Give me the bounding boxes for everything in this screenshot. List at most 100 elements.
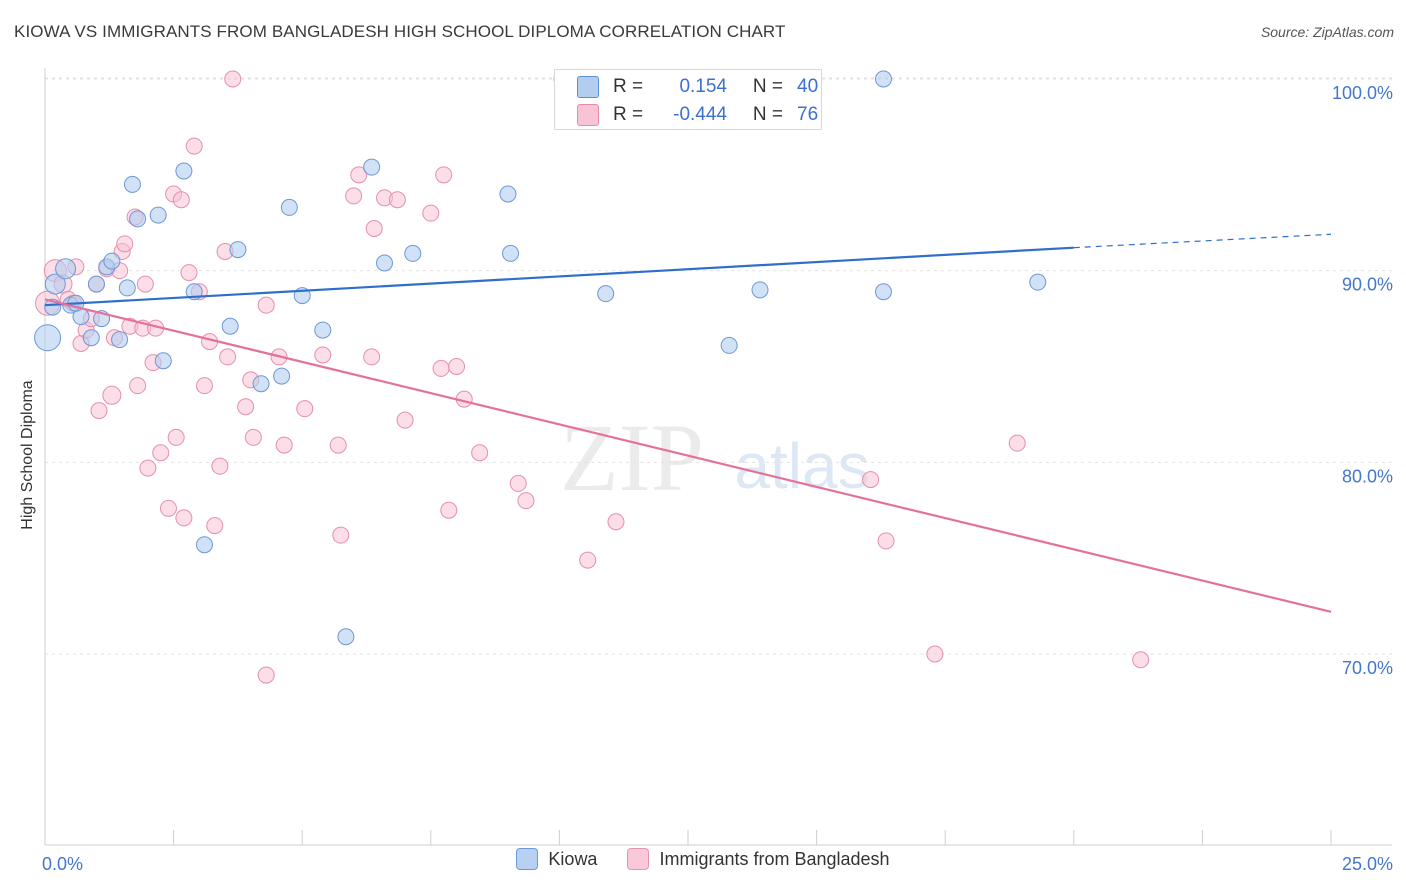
legend: Kiowa Immigrants from Bangladesh — [0, 848, 1406, 870]
tick-labels: 70.0% 80.0% 90.0% 100.0% 0.0% 25.0% — [42, 83, 1393, 874]
point-bangladesh — [440, 501, 458, 519]
stat-n-label: N = — [752, 104, 783, 125]
point-kiowa — [376, 254, 394, 272]
point-bangladesh — [102, 385, 122, 405]
point-kiowa — [129, 210, 147, 228]
point-bangladesh — [471, 444, 489, 462]
correlation-stats-box: R = 0.154 N = 40 R = -0.444 N = 76 — [554, 69, 822, 130]
point-kiowa — [404, 244, 422, 262]
trend-line-kiowa-extension — [1073, 233, 1332, 249]
point-kiowa — [195, 536, 213, 554]
x-tick-label: 0.0% — [42, 854, 83, 874]
watermark-atlas: atlas — [734, 430, 869, 502]
point-kiowa — [44, 273, 66, 295]
point-bangladesh — [877, 532, 895, 550]
point-kiowa — [273, 367, 291, 385]
legend-item-kiowa[interactable]: Kiowa — [516, 848, 597, 870]
legend-swatch-bangladesh — [627, 848, 650, 870]
point-kiowa — [149, 206, 167, 224]
point-bangladesh — [136, 275, 154, 293]
point-bangladesh — [244, 428, 262, 446]
point-bangladesh — [139, 459, 157, 477]
point-kiowa — [720, 336, 738, 354]
point-bangladesh — [579, 551, 597, 569]
point-bangladesh — [175, 509, 193, 527]
point-kiowa — [751, 281, 769, 299]
trend-lines — [44, 233, 1332, 613]
point-bangladesh — [388, 191, 406, 209]
legend-label-bangladesh: Immigrants from Bangladesh — [659, 848, 890, 869]
point-bangladesh — [185, 137, 203, 155]
point-bangladesh — [211, 457, 229, 475]
stat-r-value: 0.154 — [679, 76, 727, 97]
point-bangladesh — [275, 436, 293, 454]
point-bangladesh — [422, 204, 440, 222]
point-kiowa — [87, 275, 105, 293]
stat-row-bangladesh: R = -0.444 N = 76 — [577, 101, 837, 129]
point-bangladesh — [206, 517, 224, 535]
point-kiowa — [1029, 273, 1047, 291]
point-kiowa — [111, 331, 129, 349]
trend-line-bangladesh — [44, 298, 1332, 613]
point-bangladesh — [237, 398, 255, 416]
point-bangladesh — [517, 492, 535, 510]
point-bangladesh — [314, 346, 332, 364]
point-bangladesh — [167, 428, 185, 446]
point-bangladesh — [90, 402, 108, 420]
trend-line-kiowa — [44, 246, 1074, 307]
point-bangladesh — [329, 436, 347, 454]
point-bangladesh — [607, 513, 625, 531]
point-bangladesh — [435, 166, 453, 184]
point-bangladesh — [448, 358, 466, 375]
point-kiowa — [363, 158, 381, 176]
watermark-zip: ZIP — [560, 404, 704, 511]
point-bangladesh — [396, 411, 414, 429]
axes — [44, 68, 1392, 846]
point-bangladesh — [350, 166, 368, 184]
x-tick-label: 25.0% — [1342, 854, 1393, 874]
stat-r-value: -0.444 — [673, 104, 727, 125]
point-bangladesh — [862, 471, 880, 489]
legend-item-bangladesh[interactable]: Immigrants from Bangladesh — [627, 848, 890, 870]
point-bangladesh — [195, 377, 213, 395]
point-bangladesh — [1132, 651, 1150, 669]
stat-n-value: 76 — [797, 104, 819, 125]
point-kiowa — [34, 324, 62, 352]
point-kiowa — [874, 283, 892, 301]
y-tick-label: 100.0% — [1332, 83, 1393, 103]
point-bangladesh — [509, 474, 527, 492]
point-bangladesh — [365, 220, 383, 237]
point-bangladesh — [257, 296, 275, 314]
point-bangladesh — [224, 70, 242, 88]
stat-r-label: R = — [613, 104, 644, 125]
legend-swatch-kiowa — [516, 848, 539, 870]
point-kiowa — [154, 352, 172, 370]
point-kiowa — [229, 241, 247, 259]
point-kiowa — [252, 375, 270, 393]
point-kiowa — [280, 198, 298, 216]
series-kiowa-points — [34, 70, 1047, 646]
point-kiowa — [175, 162, 193, 180]
point-kiowa — [874, 70, 892, 88]
stat-n-value: 40 — [797, 76, 819, 97]
point-kiowa — [499, 185, 517, 203]
point-bangladesh — [296, 400, 314, 418]
source-credit: Source: ZipAtlas.com — [1260, 24, 1394, 40]
point-kiowa — [118, 279, 136, 297]
stat-r-label: R = — [613, 76, 644, 97]
gridlines — [45, 77, 1392, 655]
point-bangladesh — [172, 191, 190, 209]
point-bangladesh — [345, 187, 363, 205]
point-kiowa — [314, 321, 332, 339]
stat-swatch-bangladesh — [577, 104, 599, 126]
point-bangladesh — [332, 526, 350, 544]
stat-n-label: N = — [752, 76, 783, 97]
point-bangladesh — [116, 235, 134, 253]
series-bangladesh-points — [35, 70, 1150, 684]
point-bangladesh — [180, 264, 198, 282]
point-bangladesh — [152, 444, 170, 462]
point-kiowa — [502, 244, 520, 262]
point-bangladesh — [432, 359, 450, 377]
point-bangladesh — [926, 645, 944, 663]
